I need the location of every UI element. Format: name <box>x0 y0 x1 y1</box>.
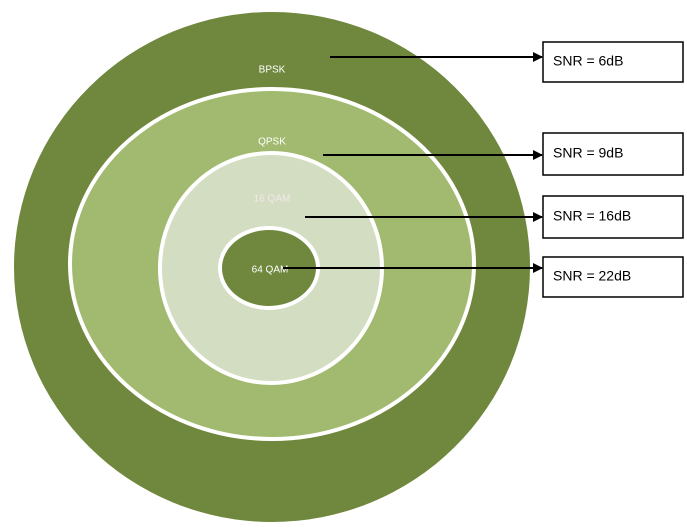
snr-boxes <box>542 41 684 298</box>
ring-label: 64 QAM <box>252 265 289 276</box>
snr-label: SNR = 6dB <box>553 53 623 69</box>
snr-box <box>542 256 684 298</box>
ring-label: 16 QAM <box>254 194 291 205</box>
snr-label: SNR = 16dB <box>553 208 631 224</box>
ring-label: QPSK <box>258 137 286 148</box>
snr-box <box>542 132 684 176</box>
snr-label: SNR = 9dB <box>553 145 623 161</box>
ring-label: BPSK <box>259 65 286 76</box>
snr-box <box>542 195 684 239</box>
snr-box <box>542 41 684 83</box>
snr-label: SNR = 22dB <box>553 268 631 284</box>
arrows <box>283 52 543 273</box>
